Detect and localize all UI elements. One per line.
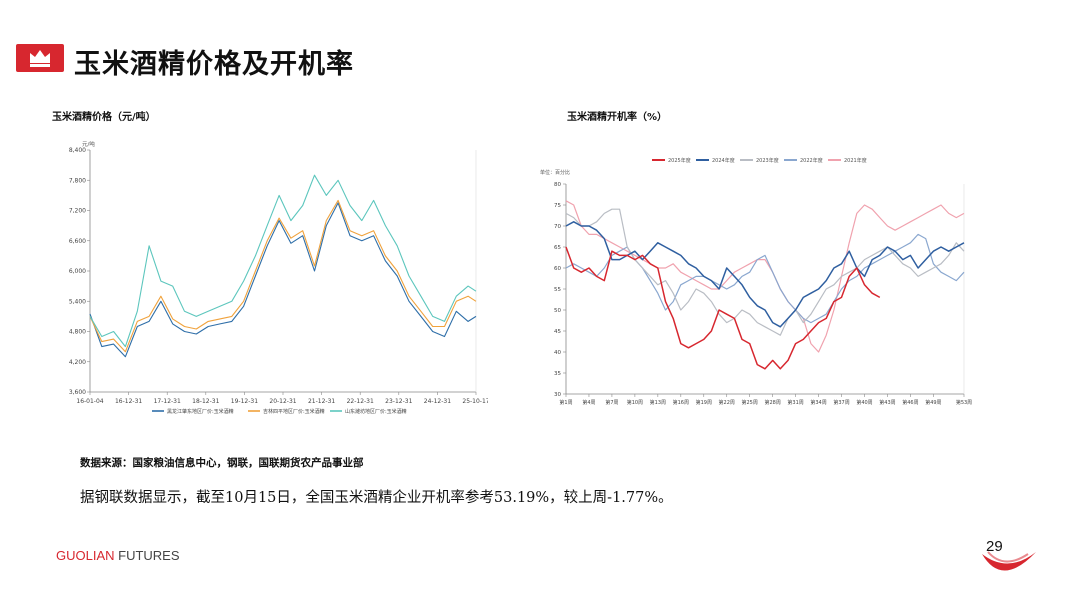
y-tick-label: 30 xyxy=(554,392,561,398)
utilization-series-line xyxy=(565,246,881,370)
y-tick-label: 4,800 xyxy=(69,329,86,336)
page-title: 玉米酒精价格及开机率 xyxy=(74,49,354,80)
brand-logo: GUOLIAN FUTURES xyxy=(56,548,180,563)
title-badge xyxy=(16,44,64,72)
x-tick-label: 第43周 xyxy=(879,399,895,406)
x-tick-label: 第40周 xyxy=(856,399,872,406)
utilization-series-line xyxy=(565,208,965,336)
legend-label: 2024年度 xyxy=(712,157,735,164)
x-tick-label: 第46周 xyxy=(902,399,918,406)
x-tick-label: 21-12-31 xyxy=(308,398,335,405)
legend-label: 黑龙江肇东地区厂价:玉米酒精 xyxy=(167,408,234,415)
y-unit-label: 元/吨 xyxy=(82,140,95,148)
x-tick-label: 第25周 xyxy=(742,399,758,406)
y-tick-label: 45 xyxy=(554,329,561,335)
legend-label: 2025年度 xyxy=(668,157,691,164)
y-tick-label: 50 xyxy=(554,308,561,314)
y-tick-label: 7,200 xyxy=(69,208,86,215)
x-tick-label: 第34周 xyxy=(810,399,826,406)
x-tick-label: 第10周 xyxy=(627,399,643,406)
x-tick-label: 第53周 xyxy=(956,399,972,406)
y-tick-label: 70 xyxy=(554,224,561,230)
brand-name: GUOLIAN xyxy=(56,548,115,563)
x-tick-label: 20-12-31 xyxy=(269,398,296,405)
x-tick-label: 18-12-31 xyxy=(192,398,219,405)
y-tick-label: 8,400 xyxy=(69,147,86,154)
y-tick-label: 7,800 xyxy=(69,177,86,184)
x-tick-label: 第22周 xyxy=(719,399,735,406)
y-tick-label: 80 xyxy=(554,182,561,188)
x-tick-label: 第7周 xyxy=(605,399,618,406)
x-tick-label: 第31周 xyxy=(787,399,803,406)
legend-label: 吉林四平地区厂价:玉米酒精 xyxy=(263,408,325,415)
x-tick-label: 第1周 xyxy=(559,399,572,406)
x-tick-label: 22-12-31 xyxy=(347,398,374,405)
x-tick-label: 25-10-17 xyxy=(462,398,488,405)
legend-label: 2021年度 xyxy=(844,157,867,164)
y-tick-label: 65 xyxy=(554,245,561,251)
x-tick-label: 第4周 xyxy=(582,399,595,406)
y-tick-label: 35 xyxy=(554,371,561,377)
right-chart-title: 玉米酒精开机率（%） xyxy=(567,112,668,123)
x-tick-label: 第16周 xyxy=(673,399,689,406)
page-number: 29 xyxy=(986,538,1003,555)
price-series-line xyxy=(89,174,477,348)
crown-icon xyxy=(30,50,50,67)
y-tick-label: 55 xyxy=(554,287,561,293)
y-tick-label: 6,600 xyxy=(69,238,86,245)
utilization-series-line xyxy=(565,200,965,353)
x-tick-label: 第13周 xyxy=(650,399,666,406)
legend-label: 山东潍坊地区厂价:玉米酒精 xyxy=(345,408,407,415)
legend-label: 2022年度 xyxy=(800,157,823,164)
y-tick-label: 5,400 xyxy=(69,298,86,305)
swoosh-decoration xyxy=(982,551,1036,571)
y-tick-label: 75 xyxy=(554,203,561,209)
data-source: 数据来源：国家粮油信息中心，钢联，国联期货农产品事业部 xyxy=(80,457,364,469)
y-unit-label: 单位：百分比 xyxy=(540,169,570,176)
x-tick-label: 第28周 xyxy=(764,399,780,406)
y-tick-label: 3,600 xyxy=(69,389,86,396)
x-tick-label: 第49周 xyxy=(925,399,941,406)
summary-text: 据钢联数据显示，截至10月15日，全国玉米酒精企业开机率参考53.19%，较上周… xyxy=(80,490,673,506)
legend-label: 2023年度 xyxy=(756,157,779,164)
x-tick-label: 16-12-31 xyxy=(115,398,142,405)
x-tick-label: 第37周 xyxy=(833,399,849,406)
x-tick-label: 第19周 xyxy=(696,399,712,406)
x-tick-label: 23-12-31 xyxy=(385,398,412,405)
x-tick-label: 19-12-31 xyxy=(231,398,258,405)
price-series-line xyxy=(89,202,477,358)
utilization-series-line xyxy=(565,221,965,328)
left-chart-title: 玉米酒精价格（元/吨） xyxy=(52,112,156,123)
y-tick-label: 60 xyxy=(554,266,561,272)
brand-name-suffix: FUTURES xyxy=(114,548,180,563)
price-chart: 元/吨 3,600 4,200 4,800 5,400 6,000 6,600 7,200 7,… xyxy=(69,140,488,415)
y-tick-label: 40 xyxy=(554,350,561,356)
y-tick-label: 4,200 xyxy=(69,359,86,366)
x-tick-label: 24-12-31 xyxy=(424,398,451,405)
price-series-line xyxy=(89,199,477,353)
x-tick-label: 17-12-31 xyxy=(154,398,181,405)
y-tick-label: 6,000 xyxy=(69,268,86,275)
x-tick-label: 16-01-04 xyxy=(76,398,103,405)
utilization-chart: 单位：百分比 30 35 40 45 50 55 60 65 70 75 80 第1周 第4周 第7周 第10… xyxy=(540,157,972,406)
